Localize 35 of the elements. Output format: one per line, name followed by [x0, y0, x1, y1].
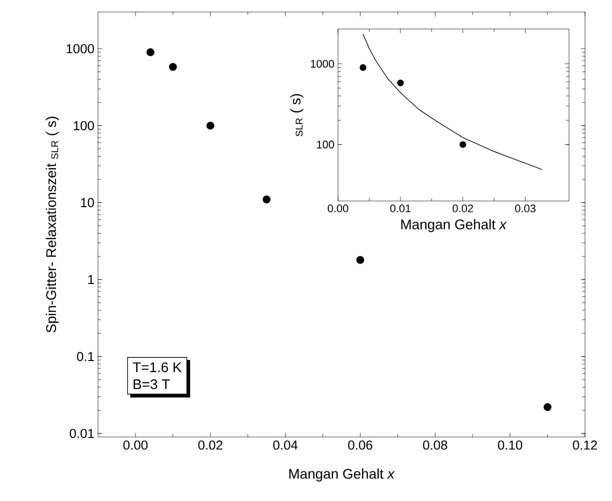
y-axis-title: Spin-Gitter- Relaxationszeit $_{SLR}$ ( s)	[46, 116, 59, 332]
x-tick-label: 0.02	[198, 440, 222, 450]
x-tick-label: 0.00	[328, 204, 348, 212]
x-axis-title: Mangan Gehalt x	[401, 219, 507, 232]
point	[262, 195, 271, 204]
x-axis-title: Mangan Gehalt x	[289, 468, 395, 482]
point	[356, 256, 364, 264]
point	[460, 141, 466, 148]
x-tick-label: 0.12	[572, 440, 597, 450]
x-tick-label: 0.02	[452, 204, 473, 212]
annotation: B=3 T	[134, 379, 170, 390]
x-tick-label: 0.04	[273, 440, 298, 450]
point	[168, 62, 177, 71]
y-tick-label: 0.01	[70, 428, 94, 438]
point	[544, 403, 552, 412]
y-axis-title: $_{SLR}$ ( s)	[290, 94, 304, 136]
x-tick-label: 0.01	[390, 204, 411, 212]
x-tick-label: 0.08	[423, 440, 448, 450]
y-tick-label: 1	[88, 275, 94, 284]
y-tick-label: 100	[317, 140, 334, 148]
y-tick-label: 1000	[66, 44, 94, 54]
x-tick-label: 0.03	[515, 204, 536, 212]
x-tick-label: 0.06	[348, 440, 372, 450]
x-tick-label: 0.00	[123, 440, 148, 450]
y-tick-label: 1000	[310, 60, 334, 68]
annotation: T=1.6 K	[132, 362, 182, 372]
x-tick-label: 0.10	[498, 440, 522, 450]
point	[206, 122, 214, 130]
point	[360, 64, 366, 71]
y-tick-label: 100	[74, 121, 94, 130]
line-series	[362, 34, 543, 170]
y-tick-label: 10	[81, 198, 94, 208]
point	[146, 48, 154, 56]
y-tick-label: 0.1	[76, 352, 94, 362]
point	[397, 80, 404, 86]
